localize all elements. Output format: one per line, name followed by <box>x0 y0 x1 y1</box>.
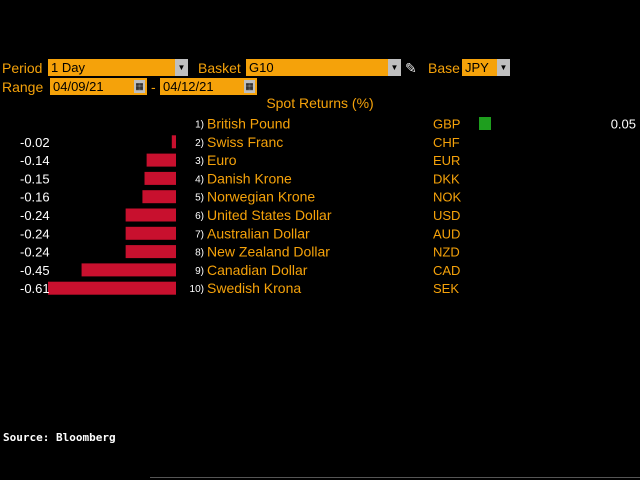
triangle-down-icon[interactable]: ▼ <box>388 59 401 76</box>
rank-label: 4) <box>195 174 204 185</box>
base-select[interactable]: JPY ▼ <box>462 59 510 76</box>
bar <box>125 245 176 259</box>
value-label: -0.45 <box>20 263 50 278</box>
controls-row-range: Range 04/09/21 ▦ - 04/12/21 ▦ <box>0 78 640 96</box>
bar <box>171 135 176 149</box>
period-select[interactable]: 1 Day ▼ <box>48 59 188 76</box>
value-label: -0.24 <box>20 208 50 223</box>
rank-label: 6) <box>195 211 204 222</box>
rank-label: 9) <box>195 266 204 277</box>
currency-code: DKK <box>433 171 460 186</box>
value-label: -0.15 <box>20 171 50 186</box>
rank-label: 5) <box>195 193 204 204</box>
currency-code: NOK <box>433 190 462 205</box>
basket-label: Basket <box>198 60 241 76</box>
triangle-down-icon[interactable]: ▼ <box>175 59 188 76</box>
range-start-value: 04/09/21 <box>53 79 104 94</box>
calendar-icon[interactable]: ▦ <box>244 80 255 93</box>
value-label: -0.24 <box>20 226 50 241</box>
range-end-input[interactable]: 04/12/21 ▦ <box>160 78 257 95</box>
rank-label: 8) <box>195 248 204 259</box>
category-label: United States Dollar <box>207 207 332 223</box>
period-label: Period <box>2 60 43 76</box>
bar <box>142 190 176 204</box>
category-label: New Zealand Dollar <box>207 244 330 260</box>
period-value: 1 Day <box>51 60 85 75</box>
category-label: British Pound <box>207 116 290 132</box>
currency-code: CHF <box>433 135 460 150</box>
value-label: -0.16 <box>20 190 50 205</box>
currency-code: EUR <box>433 153 460 168</box>
category-label: Euro <box>207 152 237 168</box>
bar <box>125 226 176 240</box>
currency-code: GBP <box>433 117 460 132</box>
base-value: JPY <box>465 60 489 75</box>
value-label: -0.02 <box>20 135 50 150</box>
category-label: Danish Krone <box>207 170 292 186</box>
category-label: Australian Dollar <box>207 225 310 241</box>
category-label: Norwegian Krone <box>207 189 315 205</box>
controls-row-period: Period 1 Day ▼ Basket G10 ▼ ✎ Base JPY ▼ <box>0 59 640 77</box>
value-label: -0.24 <box>20 245 50 260</box>
chart-title: Spot Returns (%) <box>266 95 374 111</box>
range-end-value: 04/12/21 <box>163 79 214 94</box>
bar <box>479 117 491 130</box>
currency-code: USD <box>433 208 460 223</box>
divider <box>150 477 640 478</box>
bar <box>146 153 176 167</box>
source-note: Source: Bloomberg <box>3 431 116 444</box>
rank-label: 1) <box>195 120 204 131</box>
triangle-down-icon[interactable]: ▼ <box>497 59 510 76</box>
currency-code: CAD <box>433 263 460 278</box>
range-separator: - <box>151 79 156 95</box>
calendar-icon[interactable]: ▦ <box>134 80 145 93</box>
bar <box>48 281 176 295</box>
category-label: Canadian Dollar <box>207 262 308 278</box>
value-label: 0.05 <box>611 117 636 132</box>
category-label: Swedish Krona <box>207 280 301 296</box>
basket-value: G10 <box>249 60 274 75</box>
value-label: -0.61 <box>20 281 50 296</box>
currency-code: NZD <box>433 245 460 260</box>
rank-label: 10) <box>190 284 204 295</box>
bar <box>125 208 176 222</box>
base-label: Base <box>428 60 460 76</box>
bar <box>81 263 176 277</box>
value-label: -0.14 <box>20 153 50 168</box>
rank-label: 7) <box>195 229 204 240</box>
currency-code: AUD <box>433 226 460 241</box>
range-start-input[interactable]: 04/09/21 ▦ <box>50 78 147 95</box>
category-label: Swiss Franc <box>207 134 283 150</box>
pencil-icon[interactable]: ✎ <box>405 60 417 76</box>
bar <box>144 171 176 185</box>
basket-select[interactable]: G10 ▼ <box>246 59 401 76</box>
range-label: Range <box>2 79 44 95</box>
rank-label: 2) <box>195 138 204 149</box>
rank-label: 3) <box>195 156 204 167</box>
currency-code: SEK <box>433 281 459 296</box>
